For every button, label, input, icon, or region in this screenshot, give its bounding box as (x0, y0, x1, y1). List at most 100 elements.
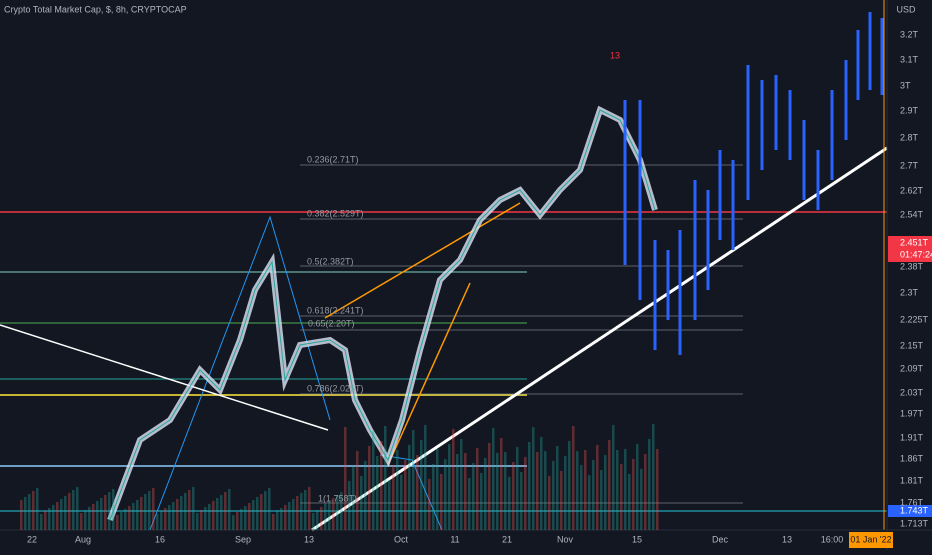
volume-bar (232, 515, 235, 530)
price-label: 2.09T (900, 363, 924, 373)
volume-bar (20, 500, 23, 530)
volume-bar (420, 440, 423, 530)
volume-bar (56, 502, 59, 530)
volume-bar (576, 451, 579, 530)
trend-line (0, 324, 329, 431)
time-label: Dec (712, 534, 729, 544)
volume-bar (264, 491, 267, 530)
volume-bar (176, 499, 179, 530)
volume-bar (180, 496, 183, 530)
volume-bar (68, 493, 71, 530)
volume-bar (260, 494, 263, 530)
volume-bar (388, 480, 391, 530)
volume-bar (544, 451, 547, 530)
annotation: 13 (610, 50, 620, 60)
price-label: 2.62T (900, 185, 924, 195)
price-label: 2.03T (900, 387, 924, 397)
volume-bar (444, 459, 447, 530)
time-label: 13 (304, 534, 314, 544)
volume-bar (652, 424, 655, 530)
time-label: 13 (782, 534, 792, 544)
volume-bar (136, 500, 139, 530)
volume-bar (484, 458, 487, 530)
current-price: 2.451T (900, 237, 929, 247)
fib-label: 0.5(2.382T) (307, 256, 354, 266)
price-label: 2.15T (900, 340, 924, 350)
time-label: 22 (27, 534, 37, 544)
volume-bar (164, 508, 167, 530)
volume-bar (632, 459, 635, 530)
trend-line (311, 146, 888, 532)
volume-bar (644, 454, 647, 530)
volume-bar (488, 443, 491, 530)
volume-bar (568, 441, 571, 530)
trend-line (324, 202, 521, 319)
volume-bar (440, 474, 443, 530)
volume-bar (332, 498, 335, 530)
volume-bar (524, 457, 527, 530)
volume-bar (468, 478, 471, 530)
volume-bar (52, 505, 55, 530)
volume-bar (60, 499, 63, 530)
volume-bar (424, 425, 427, 530)
volume-bar (384, 426, 387, 530)
countdown: 01:47:24 (900, 249, 932, 259)
volume-bar (76, 487, 79, 530)
volume-bar (588, 475, 591, 530)
volume-bar (312, 513, 315, 530)
time-label: 11 (450, 534, 459, 544)
time-label: Aug (75, 534, 91, 544)
price-label: 2.9T (900, 105, 919, 115)
volume-bar (612, 425, 615, 530)
volume-bar (520, 472, 523, 530)
volume-bar (616, 450, 619, 530)
volume-bar (648, 439, 651, 530)
volume-bar (120, 512, 123, 530)
volume-bar (324, 504, 327, 530)
volume-bar (292, 499, 295, 530)
volume-bar (80, 513, 83, 530)
volume-bar (204, 507, 207, 530)
volume-bar (436, 449, 439, 530)
volume-bar (628, 474, 631, 530)
volume-bar (184, 493, 187, 530)
volume-bar (196, 513, 199, 530)
volume-bar (40, 514, 43, 530)
volume-bar (280, 508, 283, 530)
volume-bar (428, 479, 431, 530)
volume-bar (460, 439, 463, 530)
triangle (149, 215, 331, 531)
fib-label: 0.786(2.025T) (307, 383, 364, 393)
price-label: 2.8T (900, 132, 919, 142)
price-label: 3.2T (900, 29, 919, 39)
price-label: 2.225T (900, 314, 929, 324)
volume-bar (340, 492, 343, 530)
volume-bar (208, 504, 211, 530)
volume-bar (156, 514, 159, 530)
volume-bar (560, 471, 563, 530)
volume-bar (140, 497, 143, 530)
volume-bar (528, 442, 531, 530)
volume-bar (116, 515, 119, 530)
volume-bar (512, 462, 515, 530)
price-label: 3T (900, 80, 911, 90)
time-label: 16:00 (821, 534, 844, 544)
time-label: Sep (235, 534, 251, 544)
volume-bar (636, 444, 639, 530)
volume-bar (448, 444, 451, 530)
fib-label: 0.618(2.241T) (307, 305, 364, 315)
volume-bar (104, 495, 107, 530)
volume-bar (308, 487, 311, 530)
volume-bar (112, 489, 115, 530)
volume-bar (128, 506, 131, 530)
volume-bar (212, 501, 215, 530)
trend-line (387, 282, 471, 466)
volume-bar (368, 446, 371, 530)
volume-bar (276, 511, 279, 530)
volume-bar (624, 449, 627, 530)
volume-bar (392, 465, 395, 530)
volume-bar (96, 501, 99, 530)
price-line (109, 109, 656, 521)
volume-bar (604, 455, 607, 530)
volume-bar (244, 506, 247, 530)
